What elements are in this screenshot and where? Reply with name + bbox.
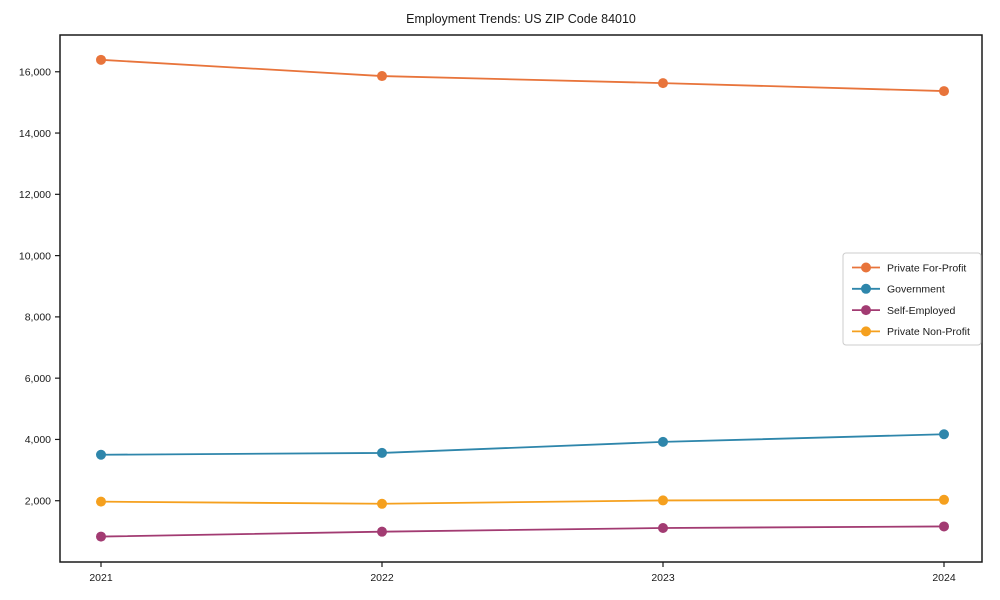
legend-label: Private Non-Profit (887, 326, 970, 338)
x-tick-label: 2023 (651, 572, 675, 584)
data-point-private-non-profit-2023 (658, 495, 668, 506)
legend-entry-government: Government (852, 284, 945, 296)
series-line-private-non-profit (100, 498, 945, 505)
legend-marker (861, 326, 871, 337)
y-tick-label: 4,000 (25, 434, 51, 446)
x-tick-label: 2024 (932, 572, 956, 584)
legend-marker (861, 262, 871, 273)
y-tick-label: 10,000 (19, 250, 51, 262)
legend-entry-self-employed: Self-Employed (852, 305, 955, 317)
data-point-self-employed-2021 (96, 531, 106, 542)
x-tick-label: 2021 (89, 572, 113, 584)
legend-label: Private For-Profit (887, 262, 966, 274)
data-point-self-employed-2022 (377, 526, 387, 537)
legend-label: Government (887, 284, 945, 296)
data-point-private-for-profit-2023 (658, 78, 668, 89)
legend-label: Self-Employed (887, 305, 955, 317)
data-point-self-employed-2023 (658, 522, 668, 533)
y-tick-label: 6,000 (25, 373, 51, 385)
data-point-private-for-profit-2022 (377, 71, 387, 82)
data-point-government-2024 (939, 429, 949, 440)
legend-marker (861, 305, 871, 316)
plot-area-border (59, 34, 983, 563)
data-point-government-2022 (377, 447, 387, 458)
data-point-private-for-profit-2024 (939, 86, 949, 97)
y-tick-label: 2,000 (25, 496, 51, 508)
y-tick-label: 14,000 (19, 128, 51, 140)
series-private-non-profit (96, 494, 949, 509)
data-point-self-employed-2024 (939, 521, 949, 532)
series-government (96, 429, 949, 460)
data-point-private-non-profit-2024 (939, 494, 949, 505)
series-line-self-employed (100, 525, 945, 538)
x-axis: 2021 2022 2023 2024 (89, 562, 956, 584)
series-private-for-profit (96, 54, 949, 97)
y-axis: 2,000 4,000 6,000 8,000 10,000 12,000 14,000 16… (19, 67, 60, 508)
y-tick-label: 8,000 (25, 312, 51, 324)
data-point-private-non-profit-2022 (377, 498, 387, 509)
data-point-government-2023 (658, 436, 668, 447)
data-point-government-2021 (96, 449, 106, 460)
series-self-employed (96, 521, 949, 542)
legend-box (842, 252, 982, 346)
legend-marker (861, 283, 871, 294)
y-tick-label: 16,000 (19, 67, 51, 79)
legend-entry-private-for-profit: Private For-Profit (852, 262, 966, 274)
series-line-private-for-profit (100, 58, 945, 92)
legend: Private For-Profit Government Self-Employe… (842, 252, 982, 346)
chart-title: Employment Trends: US ZIP Code 84010 (406, 12, 636, 26)
data-point-private-non-profit-2021 (96, 496, 106, 507)
y-tick-label: 12,000 (19, 189, 51, 201)
data-point-private-for-profit-2021 (96, 54, 106, 65)
x-tick-label: 2022 (370, 572, 394, 584)
legend-entry-private-non-profit: Private Non-Profit (852, 326, 970, 338)
series-line-government (100, 433, 945, 456)
